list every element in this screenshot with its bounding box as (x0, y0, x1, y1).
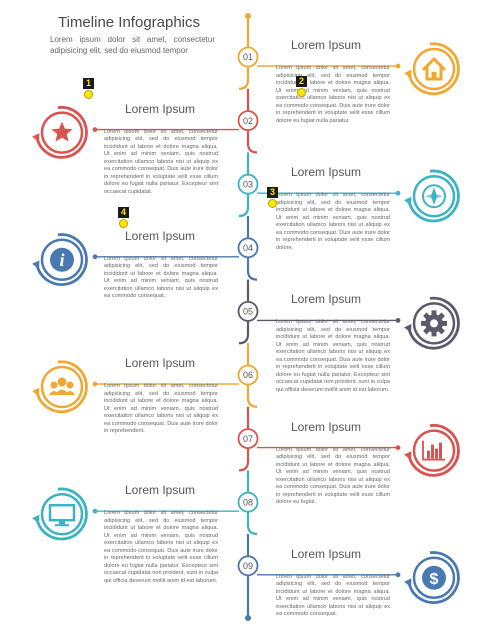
badge-circle-1 (412, 47, 456, 91)
connector-dot-2 (92, 127, 98, 132)
step-heading-2: Lorem Ipsum (125, 101, 196, 116)
step-number-3: 03 (243, 179, 253, 189)
step-body-9: Lorem ipsum dolor sit amet, consectetur … (276, 573, 390, 618)
spine-top-dot (245, 13, 251, 19)
dollar-icon: $ (422, 565, 446, 590)
spine-segment-1 (238, 66, 250, 90)
badge-arrow-5 (404, 323, 412, 333)
step-node-9 (237, 555, 259, 577)
step-node-2 (237, 110, 259, 131)
step-number-2: 02 (243, 116, 253, 126)
badge-ring-1 (407, 42, 460, 96)
spine-segment-7 (238, 447, 250, 472)
badge-arrow-1 (404, 69, 412, 79)
step-heading-1: Lorem Ipsum (291, 38, 362, 52)
step-body-6: Lorem ipsum dolor sit amet, consectetur … (104, 383, 218, 434)
badge-ring-7 (407, 423, 460, 477)
annotation-marker-2: 2 (296, 76, 307, 87)
step-heading-6: Lorem Ipsum (125, 356, 196, 370)
badge-ring-4 (35, 233, 88, 286)
badge-ring-2 (35, 105, 88, 159)
step-number-4: 04 (243, 243, 253, 253)
badge-circle-6 (40, 365, 84, 409)
step-body-5: Lorem ipsum dolor sit amet, consectetur … (276, 319, 390, 393)
connector-dot-9 (395, 572, 401, 578)
badge-arrow-4 (32, 260, 40, 270)
spine-segment-3 (238, 193, 250, 218)
badge-circle-8 (40, 492, 84, 536)
connector-dot-6 (92, 381, 98, 387)
page-title: Timeline Infographics (58, 14, 201, 31)
badge-ring-3 (407, 169, 460, 223)
annotation-target-2 (297, 88, 306, 97)
connector-dot-3 (395, 190, 401, 196)
badge-ring-8 (35, 487, 88, 541)
badge-arrow-6 (32, 387, 40, 397)
spine-segment-8 (246, 511, 258, 536)
step-number-9: 09 (243, 561, 253, 571)
step-heading-5: Lorem Ipsum (291, 292, 362, 307)
step-node-6 (237, 364, 259, 386)
badge-arrow-3 (404, 196, 412, 206)
info-icon: i (50, 247, 74, 272)
monitor-icon (48, 503, 76, 527)
annotation-target-1 (84, 90, 93, 99)
step-node-7 (237, 428, 259, 450)
badge-ring-5 (407, 296, 460, 350)
step-number-6: 06 (243, 370, 253, 380)
home-icon (421, 56, 447, 81)
step-number-7: 07 (243, 434, 253, 444)
badge-arrow-2 (32, 133, 40, 143)
bar-chart-icon (422, 440, 445, 461)
step-heading-4: Lorem Ipsum (125, 228, 196, 243)
annotation-target-4 (119, 219, 128, 228)
step-number-1: 01 (243, 52, 253, 62)
spine-segment-5 (238, 320, 250, 345)
svg-text:i: i (59, 250, 64, 270)
step-heading-7: Lorem Ipsum (291, 419, 362, 434)
annotation-marker-4: 4 (118, 207, 129, 218)
step-node-1 (237, 46, 259, 68)
step-body-3: Lorem ipsum dolor sit amet, consectetur … (276, 192, 390, 251)
annotation-marker-3: 3 (267, 187, 278, 198)
compass-icon (422, 184, 446, 209)
spine-segment-2 (246, 129, 258, 154)
badge-ring-6 (35, 360, 88, 414)
page-subtitle: Lorem ipsum dolor sit amet, consectetur … (50, 35, 215, 55)
step-number-8: 08 (243, 497, 253, 507)
badge-ring-9 (407, 551, 460, 604)
spine-segment-4 (246, 256, 258, 281)
connector-dot-1 (395, 63, 401, 69)
spine-bottom-dot (245, 615, 251, 621)
annotation-marker-1: 1 (83, 78, 94, 89)
step-body-7: Lorem ipsum dolor sit amet, consectetur … (276, 446, 390, 506)
connector-dot-8 (92, 508, 98, 514)
spine-segment-6 (246, 384, 258, 408)
step-heading-3: Lorem Ipsum (291, 165, 362, 180)
step-body-8: Lorem ipsum dolor sit amet, consectetur … (104, 510, 218, 584)
step-node-8 (237, 491, 259, 513)
badge-arrow-7 (404, 451, 412, 461)
step-node-5 (237, 300, 259, 322)
step-body-2: Lorem ipsum dolor sit amet, consectetur … (104, 128, 218, 195)
step-number-5: 05 (243, 307, 253, 317)
gear-icon (421, 310, 447, 337)
people-icon (49, 377, 75, 395)
step-node-4 (237, 237, 259, 259)
connector-dot-4 (92, 254, 98, 260)
connector-dot-7 (395, 445, 401, 450)
star-icon (51, 121, 73, 142)
badge-arrow-8 (32, 514, 40, 524)
step-heading-9: Lorem Ipsum (291, 546, 362, 561)
step-node-3 (237, 173, 259, 195)
svg-text:$: $ (430, 571, 439, 588)
step-body-4: Lorem ipsum dolor sit amet, consectetur … (104, 255, 218, 300)
badge-arrow-9 (404, 578, 412, 588)
step-heading-8: Lorem Ipsum (125, 483, 196, 498)
step-body-1: Lorem ipsum dolor sit amet, consectetur … (276, 65, 390, 124)
annotation-target-3 (268, 199, 277, 208)
connector-dot-5 (395, 318, 401, 323)
